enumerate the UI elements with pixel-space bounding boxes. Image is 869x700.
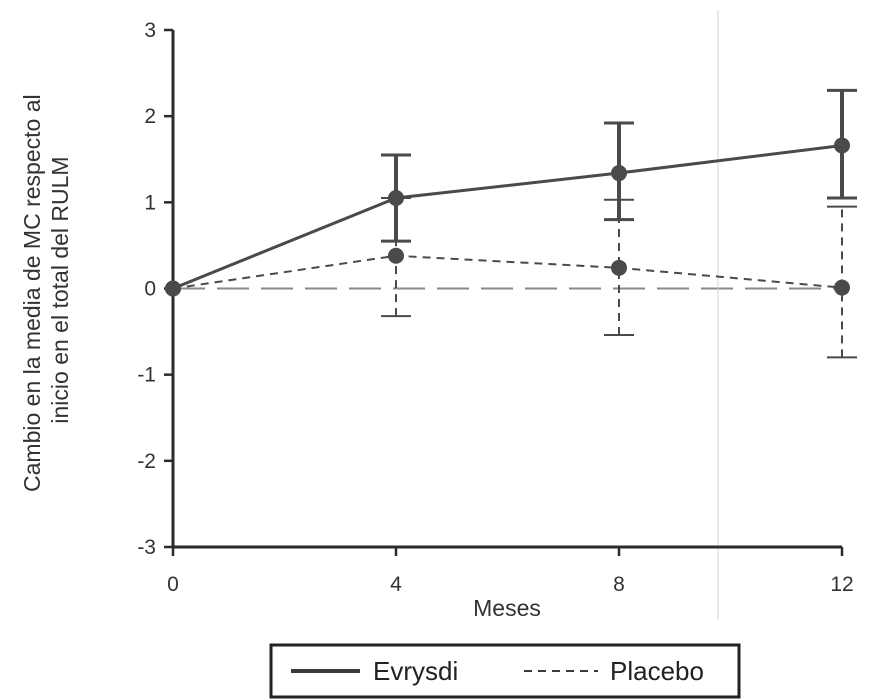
- point-placebo-12: [834, 279, 850, 296]
- y-axis-title-line-2: inicio en el total del RULM: [47, 156, 73, 423]
- x-tick-label-4: 4: [390, 573, 402, 596]
- y-tick-label--1: -1: [137, 364, 156, 387]
- legend-label-placebo: Placebo: [610, 656, 704, 686]
- series-line-evrysdi: [172, 143, 843, 290]
- legend-label-evrysdi: Evrysdi: [373, 656, 458, 686]
- legend: Evrysdi Placebo: [269, 643, 741, 699]
- point-evrysdi-12: [834, 137, 850, 154]
- point-placebo-0: [165, 280, 181, 297]
- y-axis-title-line-1: Cambio en la media de MC respecto al: [19, 94, 45, 492]
- point-placebo-4: [388, 247, 404, 264]
- y-tick-label-2: 2: [144, 105, 156, 128]
- x-tick-label-12: 12: [830, 573, 853, 596]
- y-axis-title: Cambio en la media de MC respecto al ini…: [19, 88, 73, 492]
- point-evrysdi-8: [611, 165, 627, 182]
- axes: [164, 28, 844, 556]
- y-tick-label-1: 1: [144, 191, 156, 214]
- series-line-placebo: [172, 254, 843, 290]
- tick-labels: 3 2 1 0 -1 -2 -3 0 4 8 12: [137, 19, 853, 596]
- y-tick-label--2: -2: [137, 450, 156, 473]
- point-placebo-8: [611, 259, 627, 276]
- x-tick-label-0: 0: [167, 573, 179, 596]
- reference-layer: [173, 10, 842, 620]
- y-tick-label-0: 0: [144, 278, 156, 301]
- x-tick-label-8: 8: [613, 573, 625, 596]
- y-tick-label-3: 3: [144, 19, 156, 42]
- series-layer: [165, 88, 857, 359]
- x-axis-title: Meses: [473, 595, 541, 621]
- y-tick-label--3: -3: [137, 536, 156, 559]
